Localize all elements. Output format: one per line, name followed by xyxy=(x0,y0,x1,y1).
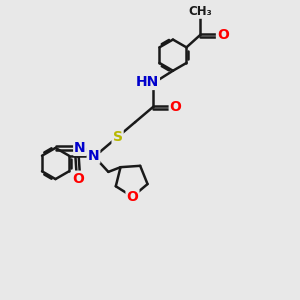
Text: O: O xyxy=(170,100,182,114)
Text: N: N xyxy=(88,149,99,163)
Text: HN: HN xyxy=(136,75,159,89)
Text: N: N xyxy=(74,141,86,155)
Text: O: O xyxy=(217,28,229,42)
Text: S: S xyxy=(112,130,123,144)
Text: O: O xyxy=(73,172,85,186)
Text: O: O xyxy=(127,190,138,204)
Text: CH₃: CH₃ xyxy=(188,5,212,18)
